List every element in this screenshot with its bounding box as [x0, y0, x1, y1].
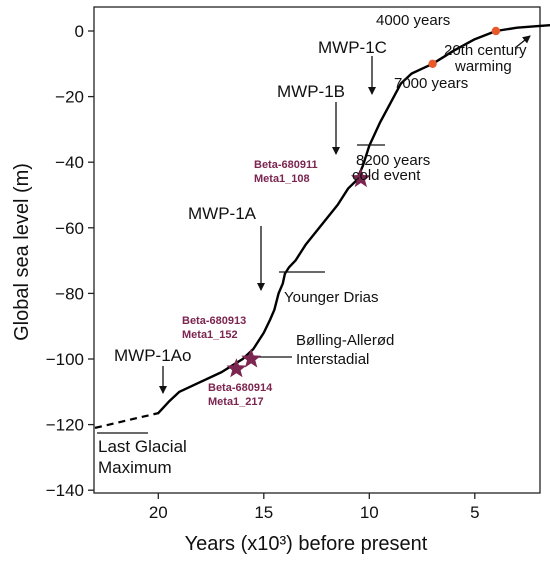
sample-star: [241, 348, 262, 368]
label-interstadial: Interstadial: [296, 351, 369, 368]
label-maximum: Maximum: [98, 458, 172, 477]
label-last-glacial: Last Glacial: [98, 437, 187, 456]
point-4000-years: [491, 26, 501, 36]
label-beta-680911: Beta-680911: [254, 159, 318, 171]
y-tick-label: −140: [46, 481, 84, 500]
label-mwp-1c: MWP-1C: [318, 38, 387, 57]
y-tick-label: −20: [55, 88, 84, 107]
label-20th-century: 20th century: [444, 42, 527, 59]
x-tick-label: 10: [360, 503, 379, 522]
sea-level-curve-dashed: [94, 412, 159, 429]
plot-frame: [93, 6, 541, 494]
warming-arrow: [514, 35, 531, 49]
point-7000-years: [428, 59, 437, 68]
y-tick-label: −80: [55, 284, 84, 303]
label-mwp-1ao: MWP-1Ao: [114, 346, 191, 365]
label-mwp-1b: MWP-1B: [277, 82, 345, 101]
label-meta1-152: Meta1_152: [182, 329, 238, 341]
y-tick-label: −60: [55, 219, 84, 238]
y-tick-label: 0: [75, 22, 84, 41]
axes: 201510500−20−40−60−80−100−120−140: [46, 22, 480, 522]
label-7000-years: 7000 years: [394, 75, 468, 92]
sample-star: [350, 168, 371, 188]
label-mwp-1a: MWP-1A: [188, 204, 257, 223]
sample-star: [226, 358, 247, 378]
label-8200-years: 8200 years: [356, 152, 430, 169]
x-tick-label: 15: [254, 503, 273, 522]
x-tick-label: 20: [149, 503, 168, 522]
label-meta1-108: Meta1_108: [254, 173, 310, 185]
label-beta-680913: Beta-680913: [182, 315, 246, 327]
y-tick-label: −120: [46, 416, 84, 435]
y-tick-label: −100: [46, 350, 84, 369]
y-axis-label: Global sea level (m): [11, 163, 33, 341]
label-meta1-217: Meta1_217: [208, 396, 264, 408]
label-cold-event: cold event: [352, 167, 421, 184]
x-tick-label: 5: [470, 503, 479, 522]
label-younger-drias: Younger Drias: [284, 289, 379, 306]
label-4000-years: 4000 years: [376, 12, 450, 29]
label-warming: warming: [454, 58, 512, 75]
y-tick-label: −40: [55, 153, 84, 172]
label-beta-680914: Beta-680914: [208, 382, 273, 394]
markers: [226, 26, 501, 378]
x-axis-label: Years (x10³) before present: [185, 533, 428, 555]
label-bolling-allerod: Bølling-Allerød: [296, 332, 394, 349]
